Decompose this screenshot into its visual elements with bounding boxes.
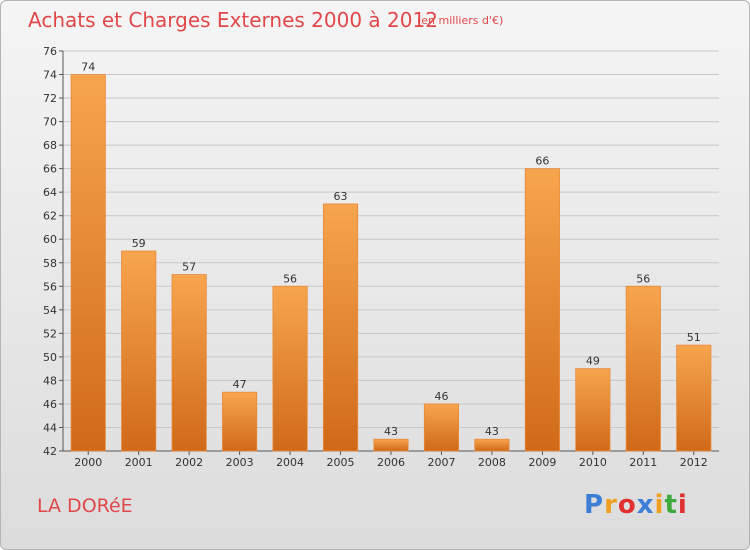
- y-tick-label: 48: [43, 374, 57, 387]
- y-tick-label: 46: [43, 398, 57, 411]
- bars: [70, 74, 712, 452]
- y-tick-label: 68: [43, 139, 57, 152]
- logo-letter: r: [604, 490, 618, 520]
- bar: [423, 403, 460, 452]
- x-tick-label: 2002: [175, 456, 203, 469]
- data-label: 56: [283, 272, 297, 285]
- data-label: 74: [81, 61, 95, 74]
- y-tick-label: 64: [43, 186, 57, 199]
- data-label: 56: [636, 272, 650, 285]
- bar: [575, 368, 611, 452]
- logo-letter: i: [654, 490, 665, 520]
- y-tick-label: 52: [43, 327, 57, 340]
- data-label: 47: [233, 378, 247, 391]
- bar: [272, 285, 308, 452]
- chart-subtitle: (en milliers d'€): [417, 14, 504, 27]
- bar: [121, 250, 157, 452]
- chart-title: Achats et Charges Externes 2000 à 2012: [28, 8, 438, 32]
- logo-letter: o: [617, 490, 637, 520]
- x-tick-label: 2009: [528, 456, 556, 469]
- bar: [322, 203, 359, 452]
- bar: [373, 438, 409, 452]
- bar: [524, 168, 560, 452]
- x-tick-label: 2008: [478, 456, 506, 469]
- grid-lines: [63, 50, 719, 452]
- x-tick-label: 2000: [74, 456, 102, 469]
- data-label: 66: [535, 155, 549, 168]
- bar: [474, 438, 510, 452]
- proxiti-logo: Proxiti: [584, 490, 688, 520]
- y-tick-label: 66: [43, 163, 57, 176]
- x-tick-label: 2010: [579, 456, 607, 469]
- logo-letter: i: [677, 490, 688, 520]
- y-tick-label: 76: [43, 45, 57, 58]
- x-tick-label: 2005: [327, 456, 355, 469]
- logo-letter: P: [584, 490, 605, 520]
- x-tick-label: 2007: [427, 456, 455, 469]
- y-tick-label: 72: [43, 92, 57, 105]
- data-label: 59: [132, 237, 146, 250]
- x-tick-label: 2001: [125, 456, 153, 469]
- y-tick-label: 44: [43, 421, 57, 434]
- x-tick-label: 2011: [629, 456, 657, 469]
- x-tick-label: 2006: [377, 456, 405, 469]
- data-label: 57: [182, 261, 196, 274]
- y-tick-label: 62: [43, 210, 57, 223]
- data-label: 43: [485, 425, 499, 438]
- y-tick-label: 54: [43, 304, 57, 317]
- bar: [625, 285, 661, 452]
- data-label: 63: [334, 190, 348, 203]
- y-tick-label: 70: [43, 116, 57, 129]
- bar: [676, 344, 712, 452]
- data-labels: 74 59 57 47 56 63 43 46 43 66 49 56 51: [81, 61, 701, 439]
- y-tick-label: 60: [43, 233, 57, 246]
- y-tick-label: 42: [43, 445, 57, 458]
- y-tick-label: 50: [43, 351, 57, 364]
- y-tick-label: 74: [43, 69, 57, 82]
- commune-name: LA DORéE: [37, 495, 133, 517]
- x-tick-label: 2012: [680, 456, 708, 469]
- bar: [222, 391, 258, 452]
- logo-letter: t: [664, 490, 678, 520]
- y-tick-label: 56: [43, 280, 57, 293]
- data-label: 43: [384, 425, 398, 438]
- data-label: 51: [687, 331, 701, 344]
- data-label: 46: [434, 390, 448, 403]
- bar: [171, 274, 207, 452]
- y-tick-label: 58: [43, 257, 57, 270]
- data-label: 49: [586, 355, 600, 368]
- logo-letter: x: [636, 490, 655, 520]
- x-tick-label: 2003: [226, 456, 254, 469]
- x-tick-label: 2004: [276, 456, 304, 469]
- bar: [70, 74, 106, 452]
